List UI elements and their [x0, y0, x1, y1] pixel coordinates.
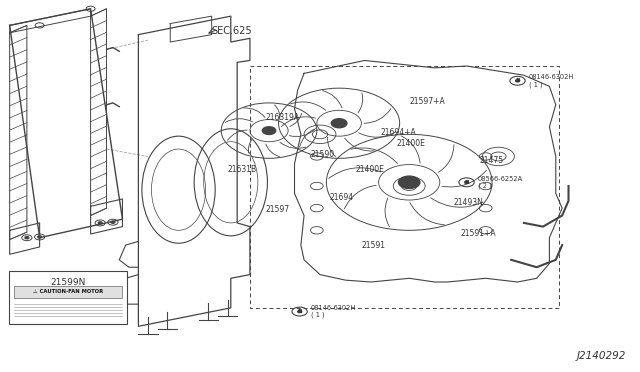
Circle shape — [25, 237, 29, 239]
Circle shape — [99, 222, 102, 224]
Bar — [14, 286, 122, 298]
Text: B: B — [464, 180, 469, 185]
Text: B: B — [515, 78, 520, 83]
Text: 21493N: 21493N — [454, 198, 484, 207]
Circle shape — [262, 127, 276, 135]
Circle shape — [332, 119, 347, 128]
Circle shape — [399, 176, 420, 189]
Text: 21631B: 21631B — [228, 165, 257, 174]
Text: 21475: 21475 — [479, 155, 504, 165]
Text: ⚠ CAUTION-FAN MOTOR: ⚠ CAUTION-FAN MOTOR — [33, 289, 103, 295]
Text: SEC.625: SEC.625 — [212, 26, 252, 36]
Text: 08146-6302H
( 1 ): 08146-6302H ( 1 ) — [529, 74, 574, 87]
Text: 21591: 21591 — [362, 241, 385, 250]
Text: 21400E: 21400E — [355, 165, 384, 174]
Text: 21694: 21694 — [330, 193, 354, 202]
Text: 21590: 21590 — [310, 150, 335, 159]
Text: B: B — [297, 309, 302, 314]
Text: 21591+A: 21591+A — [460, 230, 496, 238]
Text: 21597: 21597 — [266, 205, 290, 215]
Text: 21400E: 21400E — [396, 139, 426, 148]
Circle shape — [516, 80, 520, 82]
Text: 21599N: 21599N — [51, 278, 86, 287]
Text: 08146-6302H
( 1 ): 08146-6302H ( 1 ) — [311, 305, 356, 318]
Text: 08566-6252A
( 2 ): 08566-6252A ( 2 ) — [478, 176, 523, 189]
Circle shape — [111, 221, 115, 223]
Text: J2140292: J2140292 — [577, 352, 626, 361]
Circle shape — [298, 310, 301, 312]
Text: 21694+A: 21694+A — [381, 128, 416, 137]
Circle shape — [38, 236, 42, 238]
Text: 216319A: 216319A — [266, 113, 300, 122]
Text: 21597+A: 21597+A — [409, 97, 445, 106]
Bar — [9, 271, 127, 324]
Circle shape — [465, 181, 468, 183]
